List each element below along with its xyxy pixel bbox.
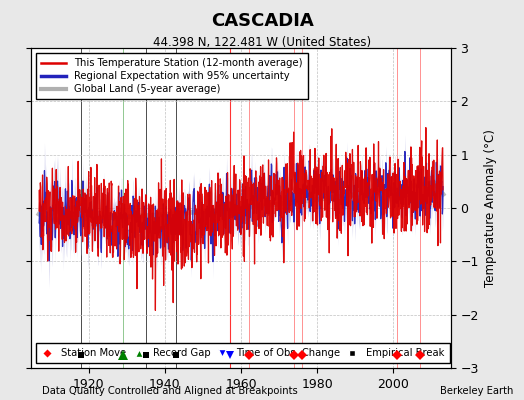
Text: 44.398 N, 122.481 W (United States): 44.398 N, 122.481 W (United States) — [153, 36, 371, 49]
Text: Data Quality Controlled and Aligned at Breakpoints: Data Quality Controlled and Aligned at B… — [42, 386, 298, 396]
Text: CASCADIA: CASCADIA — [211, 12, 313, 30]
Legend: Station Move, Record Gap, Time of Obs. Change, Empirical Break: Station Move, Record Gap, Time of Obs. C… — [37, 343, 450, 363]
Y-axis label: Temperature Anomaly (°C): Temperature Anomaly (°C) — [484, 129, 497, 287]
Text: Berkeley Earth: Berkeley Earth — [440, 386, 514, 396]
